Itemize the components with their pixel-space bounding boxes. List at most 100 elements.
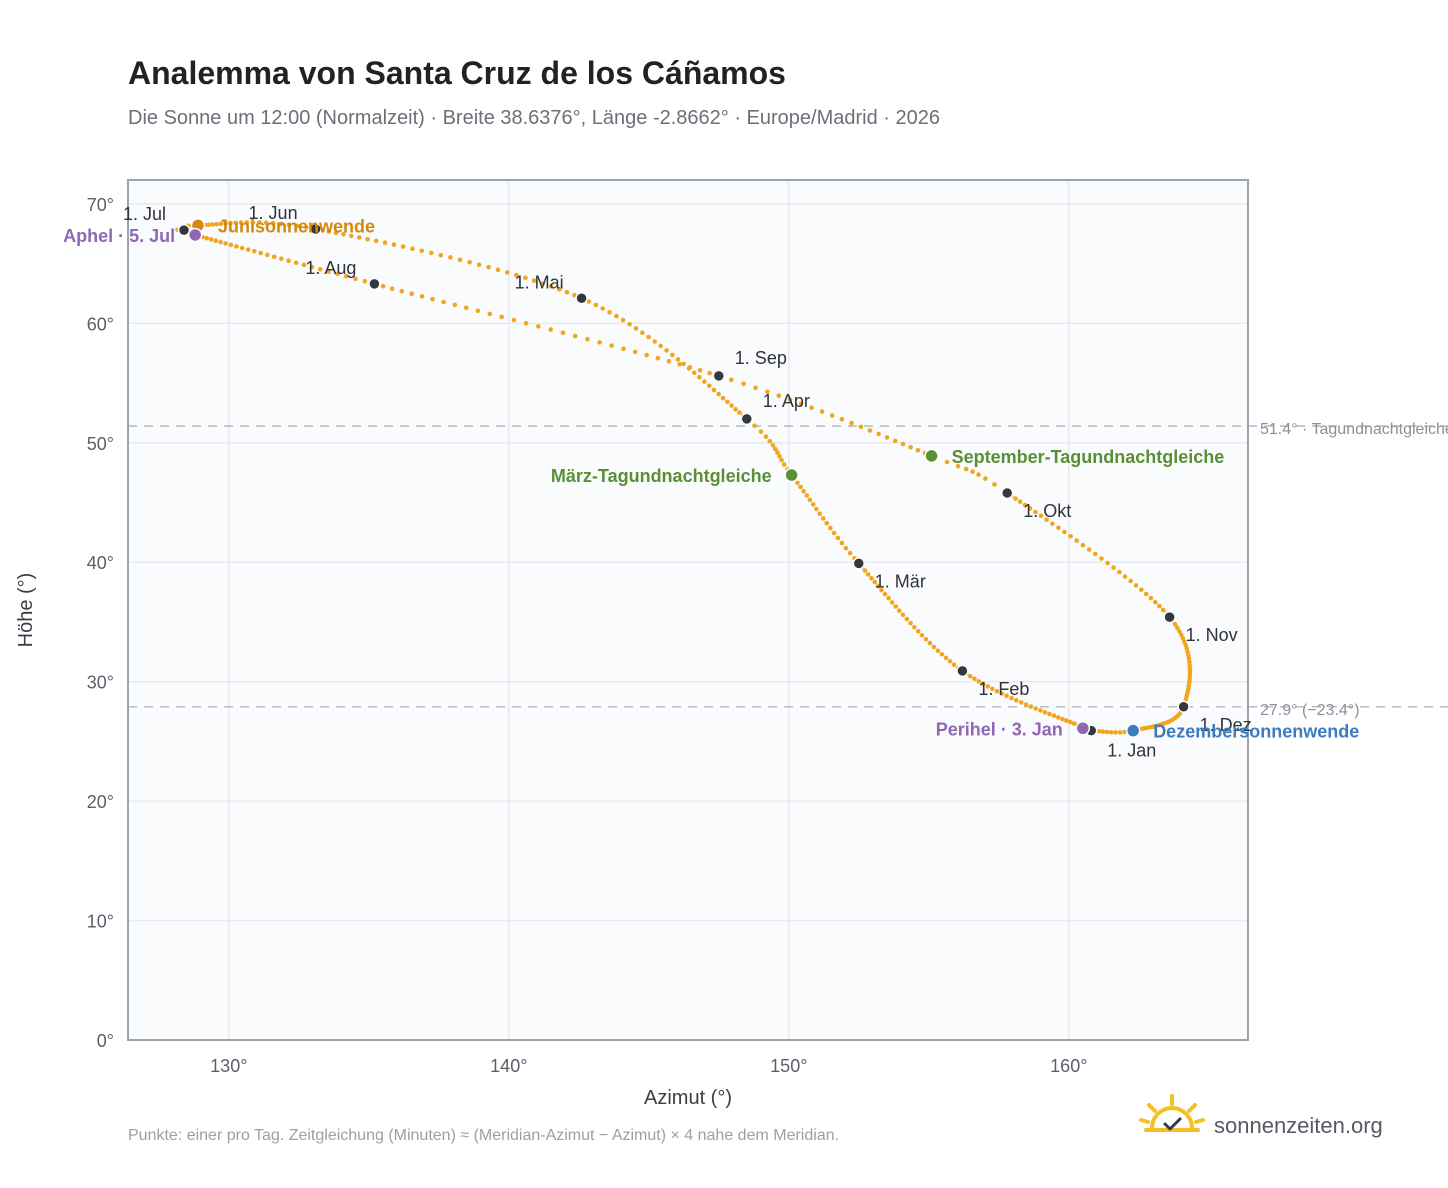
day-point: [897, 608, 902, 613]
day-point: [234, 244, 239, 249]
day-point: [278, 221, 284, 227]
event-marker: [187, 227, 203, 243]
month-marker: [1163, 610, 1176, 624]
x-tick-label: 130°: [210, 1056, 247, 1076]
day-point: [990, 686, 995, 692]
day-point: [223, 241, 228, 246]
y-tick-label: 50°: [87, 434, 114, 454]
day-point: [798, 484, 803, 490]
day-point: [303, 225, 309, 230]
day-point: [373, 238, 379, 244]
day-point: [333, 230, 339, 236]
day-point: [944, 459, 950, 465]
day-point: [514, 272, 519, 278]
chart-subtitle: Die Sonne um 12:00 (Normalzeit) · Breite…: [128, 107, 940, 129]
event-label: September-Tagundnachtgleiche: [952, 447, 1225, 467]
day-point: [548, 284, 554, 289]
day-point: [765, 389, 770, 395]
day-point: [1172, 622, 1178, 627]
month-marker: [575, 292, 588, 305]
day-point: [344, 274, 349, 279]
footnote: Punkte: einer pro Tag. Zeitgleichung (Mi…: [128, 1127, 839, 1144]
day-point: [1022, 502, 1028, 508]
month-marker: [712, 369, 726, 383]
day-point: [814, 506, 819, 512]
sun-icon: [1139, 1094, 1205, 1132]
day-point: [1051, 713, 1057, 719]
day-point: [915, 628, 921, 634]
day-point: [467, 259, 472, 265]
day-point: [983, 476, 988, 481]
day-point: [670, 352, 675, 358]
day-point: [609, 343, 614, 348]
day-point: [889, 600, 895, 605]
day-point: [486, 264, 491, 270]
brand-name: sonnenzeiten.org: [1214, 1113, 1383, 1138]
day-point: [707, 383, 712, 389]
day-point: [737, 410, 742, 415]
day-point: [1042, 710, 1048, 715]
event-marker: [1075, 721, 1091, 736]
day-point: [239, 245, 245, 251]
day-point: [652, 339, 657, 344]
day-point: [357, 235, 362, 240]
day-point: [1056, 525, 1061, 531]
event-label: März-Tagundnachtgleiche: [551, 466, 772, 486]
day-point: [967, 673, 973, 679]
day-point: [992, 482, 997, 487]
x-axis-label: Azimut (°): [644, 1087, 732, 1109]
day-point: [900, 612, 906, 618]
day-point: [1111, 565, 1116, 570]
day-point: [1080, 542, 1086, 548]
day-point: [824, 520, 830, 526]
day-point: [556, 286, 562, 292]
day-point: [875, 583, 881, 589]
day-point: [716, 391, 721, 397]
day-point: [707, 370, 712, 376]
day-point: [265, 252, 270, 258]
day-point: [872, 579, 878, 585]
day-point: [858, 424, 864, 430]
day-point: [777, 454, 782, 459]
y-tick-label: 10°: [87, 912, 114, 932]
day-point: [627, 321, 632, 327]
day-point: [564, 289, 570, 295]
day-point: [1105, 560, 1110, 566]
day-point: [250, 220, 256, 225]
day-point: [1068, 719, 1073, 725]
chart-title: Analemma von Santa Cruz de los Cáñamos: [128, 55, 786, 91]
day-point: [633, 326, 639, 331]
day-point: [980, 681, 986, 687]
month-markers: 1. Jan 1. Feb 1. Mär 1. Apr 1. Mai 1. Jun 1. J…: [123, 203, 1252, 761]
day-point: [817, 511, 823, 516]
month-marker-label: 1. Mai: [515, 272, 564, 292]
day-point: [400, 244, 406, 249]
day-point: [915, 448, 921, 453]
day-point: [847, 550, 853, 556]
day-point: [409, 291, 415, 297]
day-point: [781, 462, 787, 467]
day-point: [245, 247, 251, 252]
plot-area: [128, 180, 1248, 1040]
day-point: [939, 652, 945, 657]
day-point: [1157, 603, 1162, 609]
day-point: [697, 367, 703, 373]
day-point: [391, 242, 397, 247]
day-point: [976, 472, 981, 477]
day-point: [658, 343, 663, 349]
day-point: [666, 359, 672, 364]
event-label: Aphel · 5. Jul: [63, 226, 175, 246]
day-point: [828, 525, 833, 531]
day-point: [862, 568, 868, 573]
day-point: [972, 676, 977, 682]
day-point: [531, 278, 537, 283]
day-point: [244, 220, 250, 225]
day-point: [495, 267, 501, 273]
day-point: [886, 595, 891, 601]
day-point: [419, 294, 425, 299]
day-point: [286, 222, 292, 228]
day-point: [935, 648, 941, 653]
month-marker-label: 1. Aug: [305, 258, 356, 278]
day-point: [955, 463, 961, 469]
